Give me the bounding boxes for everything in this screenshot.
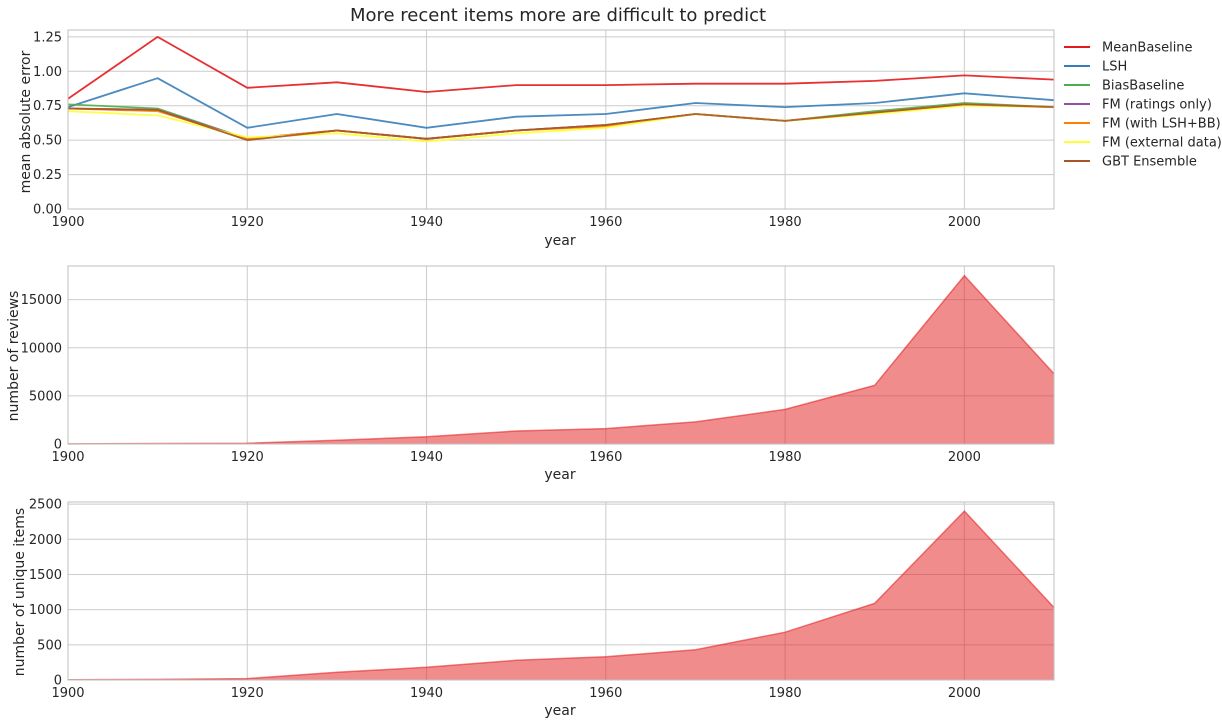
y-tick-label: 0 xyxy=(54,674,62,689)
chart-title: More recent items more are difficult to … xyxy=(350,5,766,26)
y-tick-label: 15000 xyxy=(21,293,62,308)
plot-frame xyxy=(67,265,1055,445)
legend-item: FM (with LSH+BB) xyxy=(1064,117,1221,132)
area-line xyxy=(67,274,1055,445)
y-tick-label: 0 xyxy=(54,438,62,453)
series-line-biasbaseline xyxy=(67,102,1055,140)
reviews-area-chart: year number of reviews 1900 1920 1940 1960 1… xyxy=(6,265,1055,483)
legend-item: FM (ratings only) xyxy=(1064,98,1212,113)
y-tick-label: 10000 xyxy=(21,341,62,356)
y-tick-label: 1.25 xyxy=(33,30,62,45)
legend-label: LSH xyxy=(1102,60,1127,75)
y-axis-label: mean absolute error xyxy=(18,50,34,193)
legend-item: BiasBaseline xyxy=(1064,79,1184,94)
y-tick-label: 2500 xyxy=(29,498,62,513)
legend-label: BiasBaseline xyxy=(1102,79,1184,94)
x-tick-label: 1940 xyxy=(410,450,443,465)
x-tick-label: 1940 xyxy=(410,686,443,701)
series-line-meanbaseline xyxy=(67,36,1055,100)
legend-item: FM (external data) xyxy=(1064,136,1222,151)
series-line-gbt-ensemble xyxy=(67,103,1055,142)
series-line-lsh xyxy=(67,77,1055,129)
y-tick-label: 0.00 xyxy=(33,203,62,218)
legend-label: FM (ratings only) xyxy=(1102,98,1212,113)
x-tick-label: 2000 xyxy=(948,686,981,701)
legend-label: MeanBaseline xyxy=(1102,41,1193,56)
y-tick-label: 0.75 xyxy=(33,99,62,114)
x-tick-label: 1980 xyxy=(769,450,802,465)
x-tick-label: 1900 xyxy=(51,450,84,465)
y-tick-label: 0.50 xyxy=(33,134,62,149)
x-tick-label: 1900 xyxy=(51,215,84,230)
legend-item: GBT Ensemble xyxy=(1064,155,1197,170)
legend-item: LSH xyxy=(1064,60,1127,75)
plot-frame xyxy=(67,501,1055,681)
x-axis-label: year xyxy=(544,703,575,719)
legend: MeanBaseline LSH BiasBaseline FM (ratings o… xyxy=(1064,41,1222,170)
legend-label: FM (with LSH+BB) xyxy=(1102,117,1221,132)
series-line-fm-external-data xyxy=(67,104,1055,143)
y-tick-label: 2000 xyxy=(29,533,62,548)
x-tick-label: 1920 xyxy=(231,450,264,465)
x-tick-label: 1960 xyxy=(589,686,622,701)
x-tick-label: 2000 xyxy=(948,450,981,465)
area-fill xyxy=(68,275,1054,444)
legend-label: FM (external data) xyxy=(1102,136,1222,151)
y-axis-label: number of unique items xyxy=(12,508,28,676)
y-axis-label: number of reviews xyxy=(6,291,22,422)
x-tick-label: 1980 xyxy=(769,686,802,701)
x-tick-label: 1900 xyxy=(51,686,84,701)
x-tick-label: 1960 xyxy=(589,215,622,230)
unique-items-area-chart: year number of unique items 1900 1920 1940… xyxy=(12,498,1055,719)
x-tick-label: 1920 xyxy=(231,686,264,701)
legend-label: GBT Ensemble xyxy=(1102,155,1197,170)
plot-frame xyxy=(67,29,1055,210)
y-tick-label: 1500 xyxy=(29,568,62,583)
y-tick-label: 1.00 xyxy=(33,65,62,80)
y-tick-label: 0.25 xyxy=(33,168,62,183)
x-tick-label: 1940 xyxy=(410,215,443,230)
grid xyxy=(67,30,1054,210)
mae-line-chart: year mean absolute error 1900 1920 1940 196… xyxy=(18,29,1055,249)
x-tick-label: 1980 xyxy=(769,215,802,230)
x-tick-label: 2000 xyxy=(948,215,981,230)
x-axis-label: year xyxy=(544,233,575,249)
area-fill xyxy=(68,511,1054,680)
x-axis-label: year xyxy=(544,467,575,483)
y-tick-label: 500 xyxy=(37,638,62,653)
y-tick-label: 1000 xyxy=(29,603,62,618)
x-tick-label: 1960 xyxy=(589,450,622,465)
legend-item: MeanBaseline xyxy=(1064,41,1193,56)
x-tick-label: 1920 xyxy=(231,215,264,230)
y-tick-label: 5000 xyxy=(29,389,62,404)
area-line xyxy=(67,510,1055,681)
